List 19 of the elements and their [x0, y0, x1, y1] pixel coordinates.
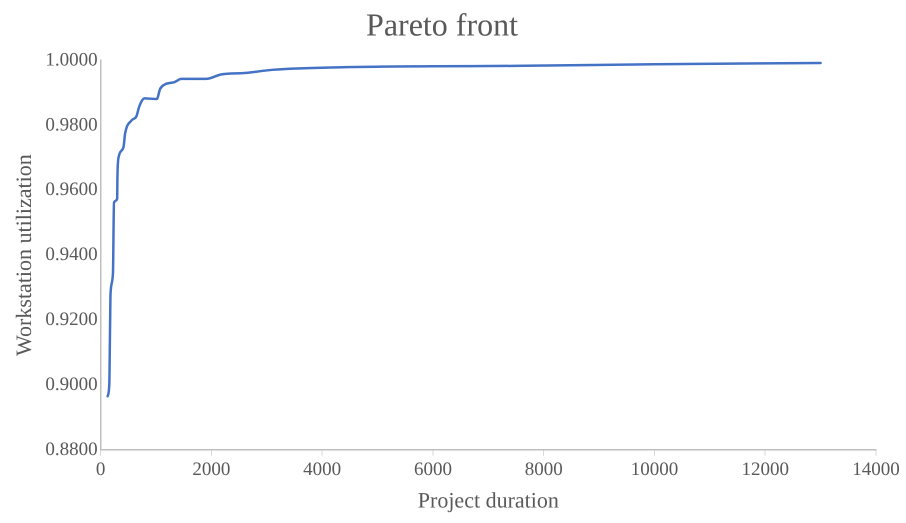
x-tick-label: 8000	[524, 459, 563, 480]
y-axis-title: Workstation utilization	[10, 154, 36, 356]
x-tick-label: 6000	[414, 459, 452, 480]
x-tick-label: 12000	[741, 459, 789, 480]
y-tick-label: 0.9600	[45, 179, 98, 200]
y-tick-label: 0.9000	[45, 374, 98, 395]
x-tick-label: 4000	[303, 459, 342, 480]
line-series	[106, 62, 822, 398]
x-tick-label: 14000	[852, 459, 900, 480]
y-tick-label: 1.0000	[45, 49, 98, 70]
x-tick-label: 0	[96, 459, 106, 480]
chart-title: Pareto front	[366, 6, 518, 43]
y-tick-label: 0.9200	[45, 308, 98, 330]
y-tick-label: 0.8800	[45, 438, 98, 460]
x-axis-title: Project duration	[418, 488, 559, 513]
x-tick-label: 2000	[192, 459, 230, 480]
x-tick-label: 10000	[630, 459, 678, 480]
y-tick-label: 0.9800	[45, 114, 98, 136]
y-tick-label: 0.9400	[45, 244, 98, 266]
